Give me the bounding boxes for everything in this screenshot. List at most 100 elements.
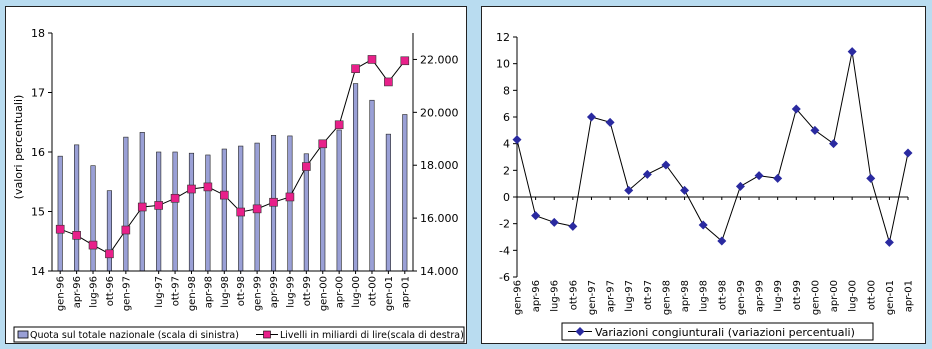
diamond-marker bbox=[624, 185, 634, 195]
legend-line-marker bbox=[263, 330, 271, 339]
bar bbox=[402, 114, 408, 272]
x-tick-label: apr-96 bbox=[72, 276, 83, 308]
bar bbox=[106, 190, 112, 272]
line-marker bbox=[334, 120, 344, 130]
diamond-marker bbox=[754, 171, 764, 181]
x-tick-label: ott-00 bbox=[866, 280, 877, 310]
x-tick-label: gen-98 bbox=[187, 276, 198, 311]
x-tick-label: lug-00 bbox=[848, 280, 859, 312]
y-tick-label: 15 bbox=[31, 206, 45, 219]
bar bbox=[139, 132, 145, 272]
x-tick-label: apr-98 bbox=[680, 280, 691, 312]
x-tick-label: apr-97 bbox=[606, 280, 617, 312]
line-marker bbox=[105, 249, 114, 259]
x-tick-label: ott-97 bbox=[643, 280, 654, 310]
diamond-marker bbox=[773, 173, 783, 183]
diamond-marker bbox=[866, 173, 876, 183]
diamond-marker bbox=[661, 160, 671, 170]
y-axis-label: (valori percentuali) bbox=[12, 95, 25, 200]
y-tick-label: 4 bbox=[503, 138, 510, 151]
bar bbox=[123, 136, 129, 272]
bar bbox=[57, 155, 63, 272]
y2-tick-label: 22.000 bbox=[420, 53, 459, 66]
line-marker bbox=[154, 201, 163, 210]
line-marker bbox=[318, 139, 328, 149]
y2-tick-label: 18.000 bbox=[420, 159, 459, 172]
x-tick-label: ott-97 bbox=[171, 276, 182, 306]
y-tick-label: 14 bbox=[31, 265, 45, 278]
x-tick-label: lug-98 bbox=[220, 276, 231, 308]
x-tick-label: lug-97 bbox=[624, 280, 635, 312]
legend-bar-swatch bbox=[17, 330, 29, 339]
diamond-marker bbox=[568, 221, 578, 231]
bar bbox=[369, 99, 375, 272]
right-chart-panel: -6 -4 -2 0 2 4 6 8 10 12 gen-96 apr-96 lug-96 ott-96… bbox=[481, 6, 926, 344]
y-tick-label: 2 bbox=[503, 164, 510, 177]
diamond-marker bbox=[791, 104, 801, 114]
legend-line-label: Livelli in miliardi di lire(scala di des… bbox=[280, 330, 464, 341]
diamond-marker bbox=[512, 135, 522, 145]
x-tick-label: gen-98 bbox=[661, 280, 672, 315]
x-tick-label: gen-00 bbox=[810, 280, 821, 315]
y-tick-label: 12 bbox=[496, 31, 510, 44]
combo-bar-line-chart: 14 15 16 17 18 14.000 16.000 18.000 20.000 22.00… bbox=[12, 27, 465, 343]
y-tick-label: 10 bbox=[496, 58, 510, 71]
x-tick-label: apr-01 bbox=[904, 280, 915, 312]
x-tick-label: gen-99 bbox=[253, 276, 264, 311]
x-tick-label: lug-96 bbox=[89, 276, 100, 308]
line-marker bbox=[121, 225, 131, 235]
x-tick-label: gen-01 bbox=[384, 276, 395, 311]
y-tick-label: -6 bbox=[499, 271, 510, 284]
x-tick-label: gen-96 bbox=[513, 280, 524, 315]
bar bbox=[303, 153, 309, 272]
bar bbox=[90, 165, 96, 272]
x-tick-label: apr-96 bbox=[531, 280, 542, 312]
bar bbox=[385, 133, 391, 272]
y-tick-label: 8 bbox=[503, 84, 510, 97]
x-tick-label: ott-98 bbox=[717, 280, 728, 310]
line-marker bbox=[400, 56, 410, 66]
diamond-marker bbox=[717, 236, 727, 246]
bar bbox=[156, 151, 162, 272]
line-marker bbox=[203, 182, 213, 192]
diamond-marker bbox=[586, 112, 596, 122]
line-marker bbox=[236, 207, 246, 217]
y2-tick-label: 20.000 bbox=[420, 106, 459, 119]
y-tick-label: 0 bbox=[503, 191, 510, 204]
line-marker bbox=[269, 197, 278, 207]
bar bbox=[221, 148, 227, 272]
bar bbox=[336, 129, 342, 272]
x-tick-label: gen-97 bbox=[121, 276, 132, 311]
bar bbox=[353, 83, 359, 272]
line-marker bbox=[137, 202, 147, 212]
line-marker bbox=[384, 77, 393, 87]
x-tick-label: ott-98 bbox=[236, 276, 247, 306]
y-tick-label: -4 bbox=[499, 244, 510, 257]
y-tick-label: -2 bbox=[499, 218, 510, 231]
legend-box bbox=[13, 326, 465, 343]
line-marker bbox=[170, 193, 180, 203]
x-tick-label: lug-97 bbox=[154, 276, 165, 308]
x-tick-label: lug-00 bbox=[351, 276, 362, 308]
y-tick-label: 18 bbox=[31, 27, 45, 40]
left-chart-panel: 14 15 16 17 18 14.000 16.000 18.000 20.000 22.00… bbox=[5, 6, 467, 344]
diamond-marker bbox=[698, 220, 708, 230]
x-tick-label: apr-00 bbox=[335, 276, 346, 308]
x-tick-label: lug-99 bbox=[285, 276, 296, 308]
diamond-marker bbox=[735, 181, 745, 191]
line-marker bbox=[367, 55, 377, 64]
x-tick-label: gen-01 bbox=[885, 280, 896, 315]
legend-diamond-marker bbox=[575, 327, 585, 336]
bar bbox=[320, 142, 326, 272]
y-tick-label: 6 bbox=[503, 111, 510, 124]
line-marker bbox=[88, 240, 98, 250]
diamond-marker bbox=[810, 125, 820, 135]
bar bbox=[188, 152, 195, 272]
legend-box bbox=[561, 322, 874, 341]
x-tick-label: ott-00 bbox=[367, 276, 378, 306]
diamond-marker bbox=[642, 169, 652, 179]
x-tick-label: ott-99 bbox=[792, 280, 803, 310]
diamond-marker bbox=[549, 217, 559, 227]
x-tick-label: ott-96 bbox=[105, 276, 116, 306]
x-tick-label: lug-99 bbox=[773, 280, 784, 312]
